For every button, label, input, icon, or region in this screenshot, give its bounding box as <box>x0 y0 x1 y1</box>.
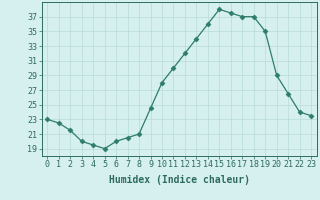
X-axis label: Humidex (Indice chaleur): Humidex (Indice chaleur) <box>109 175 250 185</box>
